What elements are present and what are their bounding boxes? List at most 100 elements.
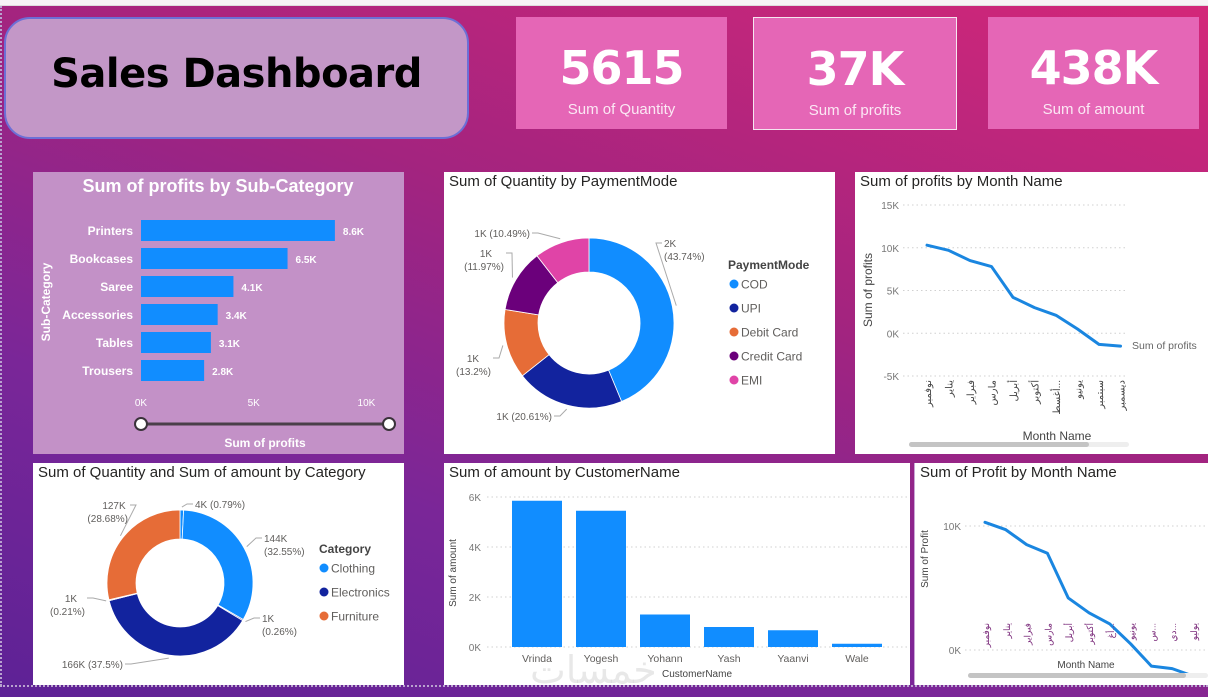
x-tick-label: س... — [1147, 623, 1158, 642]
x-tick-label: فبراير — [966, 380, 977, 406]
legend-item[interactable]: Clothing — [331, 562, 375, 576]
legend-marker — [319, 611, 329, 621]
canvas-border-bottom — [0, 685, 1208, 687]
y-tick-label: -5K — [883, 372, 899, 383]
bar[interactable] — [141, 276, 234, 297]
kpi-value: 5615 — [559, 41, 684, 95]
chart-quantity-by-paymentmode[interactable]: Sum of Quantity by PaymentMode 2K (43.74%… — [444, 172, 835, 454]
x-tick-label: 0K — [135, 398, 148, 409]
leader-line — [493, 345, 504, 359]
x-tick-label: 10K — [358, 398, 376, 409]
legend-marker — [729, 279, 739, 289]
bar[interactable] — [141, 304, 218, 325]
bar[interactable] — [640, 614, 690, 648]
data-label: 6.5K — [296, 255, 318, 266]
leader-line — [87, 597, 107, 602]
category-label: Trousers — [82, 364, 133, 378]
bar[interactable] — [141, 332, 211, 353]
data-label: 1K — [65, 594, 78, 605]
x-tick-label: أغ... — [1104, 623, 1117, 638]
chart-title: Sum of profits by Sub-Category — [82, 176, 353, 196]
donut-slice[interactable] — [588, 237, 675, 403]
x-axis-label: Sum of profits — [224, 436, 306, 450]
range-slider-handle-max[interactable] — [382, 417, 396, 431]
data-label: 4K (0.79%) — [195, 500, 245, 511]
leader-line — [532, 232, 561, 240]
data-label: (43.74%) — [664, 252, 705, 263]
x-axis-label: Month Name — [1057, 660, 1115, 671]
kpi-value: 37K — [806, 42, 905, 96]
donut-slice[interactable] — [108, 593, 244, 657]
bar[interactable] — [141, 220, 335, 241]
leader-line — [246, 537, 262, 548]
chart-quantity-amount-by-category[interactable]: Sum of Quantity and Sum of amount by Cat… — [33, 463, 404, 685]
x-tick-label: أغسط... — [1050, 380, 1063, 415]
kpi-card-profits[interactable]: 37K Sum of profits — [753, 17, 957, 130]
legend-item[interactable]: COD — [741, 278, 768, 292]
leader-line — [245, 617, 260, 623]
legend-item[interactable]: Electronics — [331, 586, 390, 600]
chart-profit-by-month-2[interactable]: Sum of Profit by Month Name Sum of Profi… — [914, 463, 1208, 685]
x-tick-label: يناير — [945, 380, 956, 398]
x-tick-label: ديسمبر — [1117, 380, 1128, 411]
x-tick-label: يونيو — [1127, 623, 1138, 642]
chart-title: Sum of Quantity by PaymentMode — [449, 173, 678, 190]
donut-slice[interactable] — [106, 509, 181, 601]
data-label: 8.6K — [343, 227, 365, 238]
y-axis-label: Sum of profits — [861, 253, 875, 327]
kpi-card-amount[interactable]: 438K Sum of amount — [988, 17, 1199, 129]
donut-slice[interactable] — [181, 509, 254, 621]
chart-profits-by-month[interactable]: Sum of profits by Month Name Sum of prof… — [855, 172, 1208, 454]
line-chart-svg: Sum of profits 15K 10K 5K 0K -5K نوفمبر يناير… — [861, 201, 1197, 447]
chart-amount-by-customer[interactable]: Sum of amount by CustomerName Sum of amo… — [444, 463, 910, 685]
x-tick-label: أكتوبر — [1029, 380, 1042, 405]
bar[interactable] — [576, 510, 626, 647]
scrollbar-thumb[interactable] — [909, 442, 1089, 447]
series-line[interactable] — [983, 520, 1195, 678]
x-tick-label: سبتمبر — [1095, 380, 1106, 410]
series-line[interactable] — [925, 243, 1122, 348]
data-label: 127K — [102, 501, 126, 512]
donut-slice[interactable] — [536, 237, 590, 284]
y-tick-label: 0K — [887, 329, 900, 340]
x-tick-label: أكتوبر — [1083, 623, 1096, 646]
y-tick-label: 0K — [469, 643, 482, 654]
legend-title: PaymentMode — [728, 258, 810, 272]
leader-line — [125, 657, 169, 665]
scrollbar-thumb[interactable] — [968, 673, 1186, 678]
x-tick-label: أبريل — [1007, 380, 1020, 402]
data-label: 3.4K — [226, 311, 248, 322]
legend-item[interactable]: Debit Card — [741, 326, 798, 340]
kpi-card-quantity[interactable]: 5615 Sum of Quantity — [516, 17, 727, 129]
legend-marker — [729, 327, 739, 337]
bar[interactable] — [512, 500, 562, 647]
donut-chart-svg: 2K (43.74%) 1K (20.61%) 1K (13.2%) 1K (11.97%)… — [456, 229, 810, 423]
legend-title: Category — [319, 542, 371, 556]
legend-marker — [319, 587, 329, 597]
x-tick-label: نوفمبر — [981, 623, 992, 648]
x-tick-label: يونيو — [1074, 380, 1085, 400]
canvas-border-left — [0, 6, 3, 686]
bar[interactable] — [704, 627, 754, 647]
x-axis-label: CustomerName — [662, 669, 732, 680]
chart-title: Sum of amount by CustomerName — [449, 464, 680, 481]
legend-item[interactable]: Furniture — [331, 610, 379, 624]
bar[interactable] — [768, 630, 818, 647]
legend-item[interactable]: UPI — [741, 302, 761, 316]
data-label: 1K — [262, 614, 275, 625]
legend-item[interactable]: Credit Card — [741, 350, 802, 364]
range-slider-handle-min[interactable] — [134, 417, 148, 431]
bar[interactable] — [141, 360, 205, 381]
data-label: 1K — [467, 354, 480, 365]
data-label: (11.97%) — [464, 262, 504, 273]
bar[interactable] — [832, 643, 882, 647]
category-label: Yash — [717, 653, 740, 665]
legend-item[interactable]: EMI — [741, 374, 762, 388]
x-tick-label: نوفمبر — [923, 380, 934, 408]
chart-profits-by-subcategory[interactable]: Sum of profits by Sub-Category Sub-Categ… — [33, 172, 404, 454]
leader-line — [181, 503, 193, 508]
bar[interactable] — [141, 248, 288, 269]
line-chart-svg: Sum of Profit 10K 0K نوفمبر يناير فبراير مار… — [920, 520, 1208, 678]
x-axis-label: Month Name — [1023, 429, 1092, 443]
data-label: 2K — [664, 239, 677, 250]
